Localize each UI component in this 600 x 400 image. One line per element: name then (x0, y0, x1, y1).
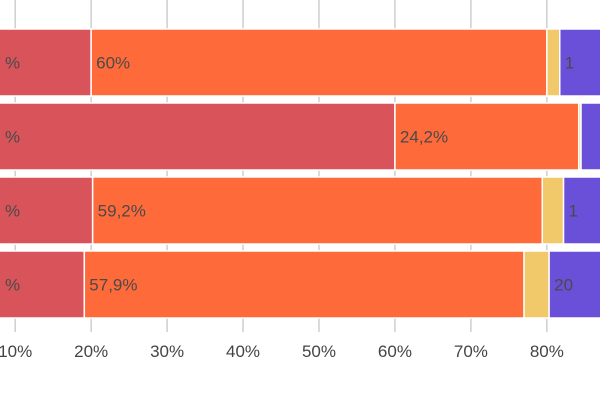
data-label: 1 (565, 54, 574, 73)
bar-segment (0, 250, 86, 319)
bar-segment (546, 28, 561, 97)
bar-segment (90, 28, 548, 97)
x-axis-ticks: 10% 20% 30% 40% 50% 60% 70% 80% (0, 342, 564, 361)
bar-segment (541, 176, 565, 245)
bar-segment (83, 250, 525, 319)
x-tick-label: 40% (226, 342, 260, 361)
data-label: 57,9% (89, 276, 137, 295)
x-tick-label: 60% (378, 342, 412, 361)
bar-segment (580, 102, 600, 171)
data-label: 1 (569, 202, 578, 221)
bar-segment (91, 176, 544, 245)
segment-labels: % 60% 1% 24,2%% 59,2% 1% 57,9% 20 (5, 54, 578, 295)
x-tick-label: 30% (150, 342, 184, 361)
x-tick-label: 50% (302, 342, 336, 361)
x-tick-label: 70% (454, 342, 488, 361)
data-label: 59,2% (98, 202, 146, 221)
data-label: 20 (554, 276, 573, 295)
data-label: % (5, 202, 20, 221)
bars (0, 28, 600, 319)
bar-segment (523, 250, 550, 319)
data-label: % (5, 128, 20, 147)
data-label: 24,2% (400, 128, 448, 147)
bar-segment (394, 102, 580, 171)
bar-segment (558, 28, 600, 97)
x-tick-label: 20% (74, 342, 108, 361)
bar-segment (562, 176, 600, 245)
data-label: % (5, 54, 20, 73)
x-tick-label: 10% (0, 342, 32, 361)
data-label: 60% (96, 54, 130, 73)
bar-segment (0, 102, 396, 171)
x-tick-label: 80% (530, 342, 564, 361)
data-label: % (5, 276, 20, 295)
bar-segment (548, 250, 600, 319)
